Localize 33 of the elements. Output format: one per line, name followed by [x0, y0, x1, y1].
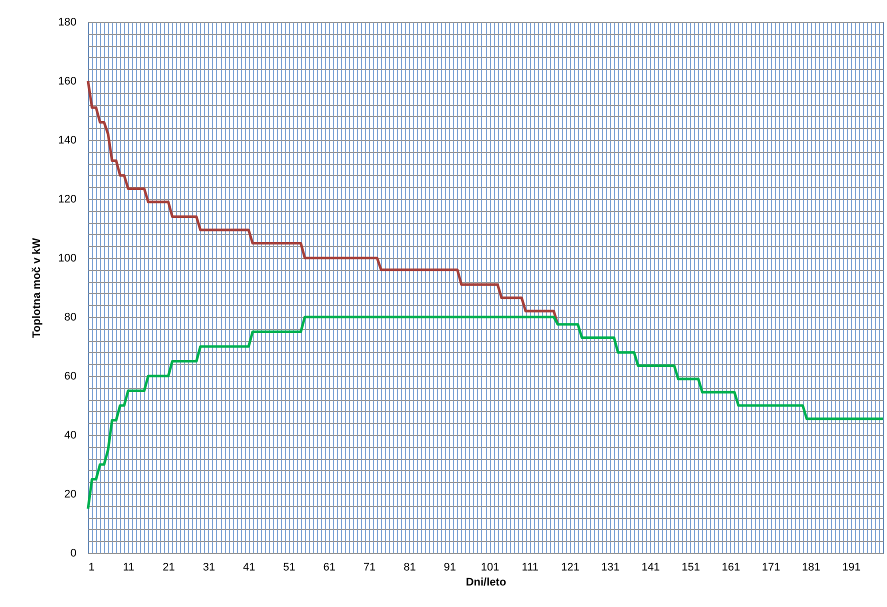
x-tick-label: 171 — [762, 562, 780, 574]
x-tick-label: 131 — [601, 562, 620, 574]
y-tick-label: 20 — [64, 488, 76, 500]
x-tick-label: 21 — [162, 562, 175, 574]
y-tick-label: 140 — [58, 134, 76, 146]
x-axis-title: Dni/leto — [466, 576, 506, 588]
x-tick-label: 181 — [802, 562, 820, 574]
x-tick-label: 31 — [202, 562, 216, 574]
x-tick-label: 41 — [242, 562, 256, 574]
y-tick-label: 180 — [58, 16, 76, 28]
y-axis-title: Toplotna moč v kW — [31, 237, 44, 338]
x-tick-label: 71 — [363, 562, 376, 574]
x-tick-label: 51 — [283, 562, 296, 574]
x-tick-label: 1 — [88, 562, 95, 574]
x-tick-label: 161 — [722, 562, 740, 574]
y-tick-label: 100 — [58, 252, 76, 264]
y-tick-label: 80 — [64, 312, 76, 324]
x-tick-label: 141 — [641, 562, 660, 574]
x-tick-label: 81 — [404, 562, 416, 574]
x-tick-label: 191 — [842, 562, 861, 574]
x-tick-label: 11 — [122, 562, 134, 574]
x-tick-label: 91 — [444, 562, 456, 574]
y-tick-label: 60 — [64, 370, 76, 382]
x-tick-label: 61 — [323, 562, 336, 574]
line-series — [86, 316, 884, 510]
y-tick-label: 40 — [64, 430, 76, 442]
x-tick-label: 111 — [522, 562, 539, 574]
y-tick-label: 0 — [70, 548, 76, 560]
x-tick-label: 101 — [480, 562, 500, 574]
y-tick-label: 160 — [58, 76, 76, 88]
x-tick-label: 151 — [682, 562, 700, 574]
x-tick-label: 121 — [561, 562, 580, 574]
y-tick-label: 120 — [58, 194, 76, 206]
